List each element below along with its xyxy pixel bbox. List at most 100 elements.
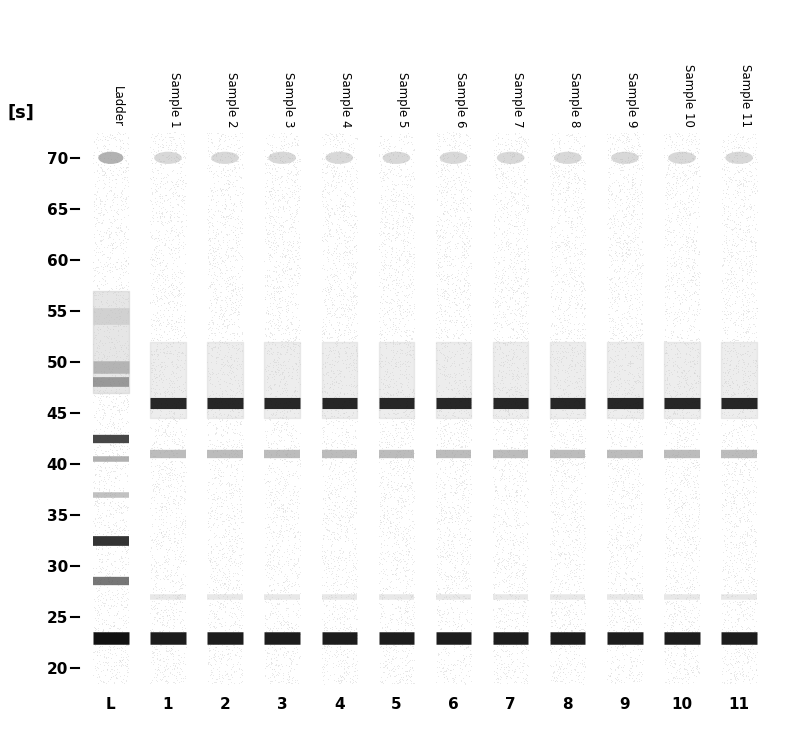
Point (562, 235, 575, 247)
Point (557, 631, 570, 642)
Point (572, 526, 585, 538)
Point (731, 618, 744, 630)
Point (342, 303, 355, 315)
Point (227, 637, 240, 649)
Point (272, 285, 284, 297)
Point (501, 319, 514, 331)
Point (98, 498, 110, 510)
Point (741, 133, 753, 145)
Point (434, 543, 447, 555)
Point (231, 658, 243, 670)
Point (722, 400, 735, 412)
Point (144, 215, 157, 226)
Point (316, 437, 328, 449)
Point (662, 398, 674, 409)
Point (224, 362, 236, 373)
Point (430, 411, 443, 423)
Point (268, 285, 281, 297)
Point (345, 678, 358, 689)
Point (622, 592, 634, 603)
Point (378, 508, 390, 520)
Point (678, 656, 691, 668)
Point (734, 576, 747, 587)
Point (380, 305, 393, 317)
Point (268, 584, 280, 595)
Point (615, 362, 628, 374)
Point (627, 623, 640, 634)
Point (552, 419, 565, 431)
Point (316, 191, 329, 203)
Point (566, 290, 578, 302)
Point (615, 359, 628, 371)
Point (89, 603, 102, 614)
Point (334, 660, 347, 672)
Point (460, 415, 472, 426)
Point (669, 151, 682, 163)
Point (508, 607, 520, 619)
Point (235, 443, 248, 455)
Point (403, 454, 416, 466)
Point (442, 570, 454, 582)
Point (611, 297, 623, 309)
Point (382, 372, 394, 384)
Point (405, 484, 418, 496)
Point (745, 256, 758, 268)
Point (435, 272, 448, 284)
Point (724, 653, 737, 665)
Point (720, 463, 733, 475)
Point (497, 639, 510, 650)
Point (453, 229, 466, 241)
Point (220, 380, 233, 392)
Point (235, 398, 248, 410)
Point (233, 454, 246, 466)
Point (488, 154, 501, 165)
Point (397, 306, 409, 318)
Point (336, 143, 349, 154)
Point (397, 464, 409, 476)
Point (499, 404, 512, 416)
Point (511, 361, 523, 373)
Point (345, 368, 357, 379)
Point (449, 617, 461, 629)
Point (632, 375, 645, 387)
Point (685, 379, 698, 390)
Point (506, 502, 519, 514)
Point (164, 227, 177, 239)
Point (347, 361, 360, 373)
Point (220, 492, 232, 503)
Point (159, 556, 172, 567)
Point (448, 542, 460, 553)
Point (168, 266, 180, 278)
Point (274, 275, 286, 287)
Point (619, 547, 631, 559)
Point (121, 351, 134, 362)
Point (108, 357, 120, 369)
Point (611, 232, 623, 243)
Point (552, 240, 564, 251)
Point (323, 650, 335, 662)
Point (634, 531, 646, 542)
Point (203, 599, 216, 611)
Point (284, 456, 297, 467)
Point (457, 303, 470, 315)
Point (103, 284, 116, 296)
Point (626, 227, 638, 239)
Point (686, 616, 699, 628)
Point (91, 562, 103, 574)
Point (219, 384, 231, 396)
Point (551, 268, 563, 280)
Point (91, 282, 104, 293)
Point (102, 284, 114, 296)
Point (746, 572, 759, 584)
Point (164, 182, 177, 194)
Point (509, 503, 522, 514)
Point (212, 343, 224, 354)
Point (266, 163, 279, 175)
Point (611, 465, 623, 477)
Point (440, 399, 453, 411)
Point (730, 668, 742, 680)
Point (400, 212, 412, 224)
Point (685, 148, 697, 160)
Point (518, 263, 530, 275)
Point (547, 417, 560, 429)
